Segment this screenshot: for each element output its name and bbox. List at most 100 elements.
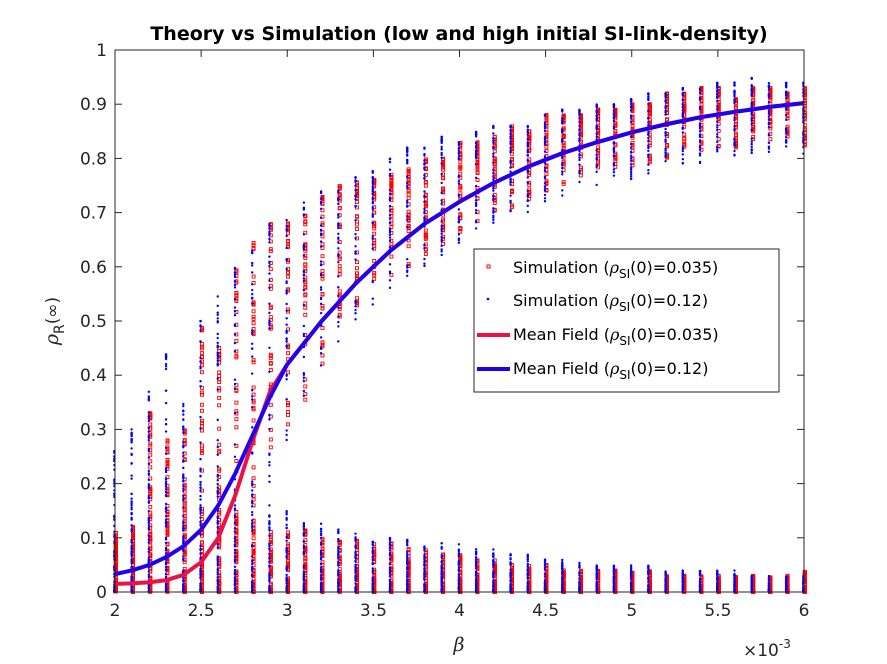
data-point [199,356,202,360]
data-point [285,429,288,432]
data-point [147,439,151,442]
data-point [302,233,306,236]
data-point [268,460,271,464]
data-point [406,212,411,217]
data-point [302,254,306,257]
data-point [285,579,288,582]
data-point [268,370,271,374]
data-point [164,515,168,518]
data-point [251,395,254,398]
data-point [337,286,340,289]
data-point [319,207,323,210]
data-point [268,548,271,551]
data-point [182,552,187,557]
data-point [320,221,325,226]
data-point [216,364,219,367]
data-point [389,184,394,189]
data-point [423,166,426,169]
data-point [285,509,288,513]
data-point [285,539,288,542]
data-point [319,336,323,339]
data-point [147,541,151,544]
data-point [388,538,392,542]
data-point [164,365,168,368]
data-point [164,547,168,550]
data-point [319,364,323,367]
data-point [492,165,497,170]
data-point [268,567,273,572]
data-point [303,392,308,397]
data-point [302,208,306,211]
data-point [372,226,377,231]
data-point [182,441,185,444]
data-point [285,433,288,437]
data-point [423,207,426,211]
data-point [406,244,411,249]
data-point [286,403,290,408]
data-point [371,196,374,200]
data-point [233,568,237,572]
data-point [251,321,256,326]
data-point [148,412,153,417]
data-point [319,302,323,306]
data-point [251,513,254,517]
data-point [234,417,239,422]
data-point [337,320,340,324]
data-point [285,518,288,521]
data-point [182,446,185,449]
data-point [251,385,256,390]
data-point [319,562,323,565]
data-point [371,279,374,283]
data-point [268,283,273,288]
data-point [286,544,290,549]
data-point [286,327,290,332]
data-point [337,306,340,309]
data-point [389,206,394,211]
data-point [199,340,202,343]
data-point [371,577,374,581]
data-point [182,484,185,487]
data-point [286,422,290,427]
data-point [216,482,219,486]
data-point [182,418,185,421]
data-point [251,389,254,392]
data-point [147,534,151,537]
data-point [371,221,374,225]
data-point [319,588,323,591]
data-point [302,575,306,578]
data-point [148,535,153,540]
data-point [285,565,288,568]
data-point [406,204,409,208]
data-point [286,231,290,236]
data-point [286,559,290,564]
data-point [199,327,204,332]
data-point [251,550,256,555]
data-point [302,273,306,276]
data-point [319,260,323,263]
data-point [423,197,428,202]
data-point [251,489,254,492]
data-point [216,526,219,529]
data-point [302,277,306,280]
data-point [354,564,357,568]
data-point [320,230,325,235]
data-point [234,339,239,344]
data-point [337,573,340,576]
data-point [130,524,133,527]
data-point [199,494,202,498]
data-point [354,556,357,560]
data-point [337,578,340,582]
data-point [233,565,237,568]
data-point [441,186,446,191]
data-point [406,201,409,204]
data-point [268,587,271,590]
data-point [372,238,377,243]
data-point [319,197,323,200]
data-point [147,521,151,524]
data-point [182,528,185,532]
data-point [216,558,219,561]
data-point [164,452,168,455]
data-point [182,548,185,552]
data-point [199,545,204,550]
data-point [130,431,133,435]
